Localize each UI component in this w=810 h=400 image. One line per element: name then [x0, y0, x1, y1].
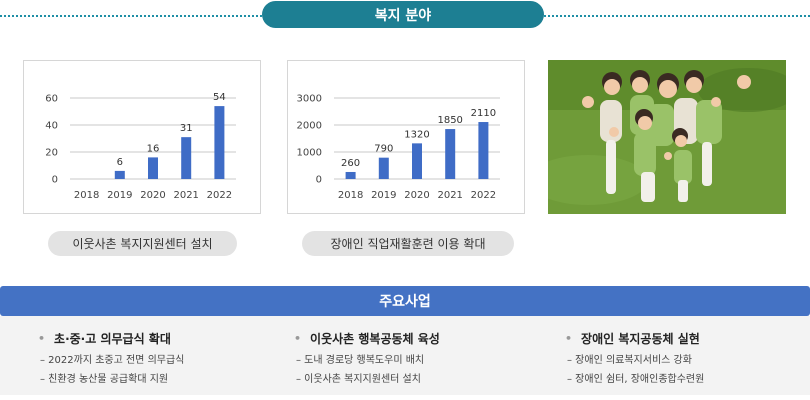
data-label: 260	[341, 158, 360, 169]
caption-vocational-training: 장애인 직업재활훈련 이용 확대	[302, 231, 514, 256]
chart-vocational-training: 0 1000 2000 3000 260 2018 790 2019 1320 2020 1850 2…	[287, 60, 525, 214]
y-tick-label: 60	[45, 94, 58, 105]
header-left-divider	[0, 15, 262, 17]
data-label: 2110	[471, 108, 496, 119]
data-label: 790	[374, 144, 393, 155]
x-tick-label: 2019	[107, 190, 132, 201]
x-tick-label: 2021	[173, 190, 198, 201]
project-title: • 장애인 복지공동체 실현	[565, 330, 704, 347]
caption-welfare-centers: 이웃사촌 복지지원센터 설치	[48, 231, 237, 256]
bar	[445, 129, 456, 179]
project-title: • 초·중·고 의무급식 확대	[38, 330, 184, 347]
bar	[378, 157, 389, 179]
x-tick-label: 2022	[471, 190, 496, 201]
bar	[412, 143, 422, 179]
data-label: 31	[180, 123, 193, 134]
chart-welfare-centers-svg: 0 20 40 60 2018 6 2019 16 2020 31 2021 54 2022	[45, 92, 236, 201]
section-title: 복지 분야	[262, 1, 544, 28]
family-photo	[548, 60, 786, 214]
main-projects-title: 주요사업	[0, 286, 810, 316]
y-tick-label: 20	[45, 148, 58, 159]
x-tick-label: 2020	[140, 190, 165, 201]
project-title: • 이웃사촌 행복공동체 육성	[294, 330, 440, 347]
x-tick-label: 2021	[437, 190, 462, 201]
data-label: 1850	[437, 115, 462, 126]
project-item: – 장애인 의료복지서비스 강화	[567, 355, 692, 366]
project-column: • 초·중·고 의무급식 확대 – 2022까지 초중고 전면 의무급식 – 친…	[38, 330, 184, 385]
bar	[181, 137, 192, 179]
project-column: • 이웃사촌 행복공동체 육성 – 도내 경로당 행복도우미 배치 – 이웃사촌…	[294, 330, 440, 385]
x-tick-label: 2020	[404, 190, 429, 201]
bullet-icon: •	[294, 332, 302, 345]
project-title-text: 이웃사촌 행복공동체 육성	[310, 332, 440, 346]
project-item: – 도내 경로당 행복도우미 배치	[296, 355, 425, 366]
project-title-text: 장애인 복지공동체 실현	[581, 332, 700, 346]
bar	[345, 171, 356, 179]
y-tick-label: 3000	[297, 94, 322, 105]
project-item: – 이웃사촌 복지지원센터 설치	[296, 374, 421, 385]
x-tick-label: 2018	[74, 190, 99, 201]
chart-vocational-training-svg: 0 1000 2000 3000 260 2018 790 2019 1320 2020 1850 2…	[297, 94, 500, 201]
x-tick-label: 2018	[338, 190, 363, 201]
y-tick-label: 1000	[297, 148, 322, 159]
project-item: – 장애인 쉼터, 장애인종합수련원	[567, 374, 705, 385]
project-item: – 친환경 농산물 공급확대 지원	[40, 374, 169, 385]
data-label: 1320	[404, 129, 429, 140]
data-label: 16	[147, 143, 160, 154]
bar	[148, 157, 158, 179]
project-item: – 2022까지 초중고 전면 의무급식	[40, 355, 185, 366]
bar	[114, 170, 125, 179]
bar	[214, 106, 225, 179]
chart-welfare-centers: 0 20 40 60 2018 6 2019 16 2020 31 2021 54 2022	[23, 60, 261, 214]
data-label: 54	[213, 92, 226, 103]
main-projects-panel: • 초·중·고 의무급식 확대 – 2022까지 초중고 전면 의무급식 – 친…	[0, 316, 810, 395]
y-tick-label: 0	[316, 175, 322, 186]
x-tick-label: 2022	[207, 190, 232, 201]
y-tick-label: 2000	[297, 121, 322, 132]
bullet-icon: •	[565, 332, 573, 345]
bullet-icon: •	[38, 332, 46, 345]
x-tick-label: 2019	[371, 190, 396, 201]
y-tick-label: 40	[45, 121, 58, 132]
project-column: • 장애인 복지공동체 실현 – 장애인 의료복지서비스 강화 – 장애인 쉼터…	[565, 330, 704, 385]
y-tick-label: 0	[52, 175, 58, 186]
project-title-text: 초·중·고 의무급식 확대	[54, 332, 171, 346]
header-right-divider	[544, 15, 810, 17]
data-label: 6	[117, 157, 123, 168]
bar	[478, 122, 489, 179]
